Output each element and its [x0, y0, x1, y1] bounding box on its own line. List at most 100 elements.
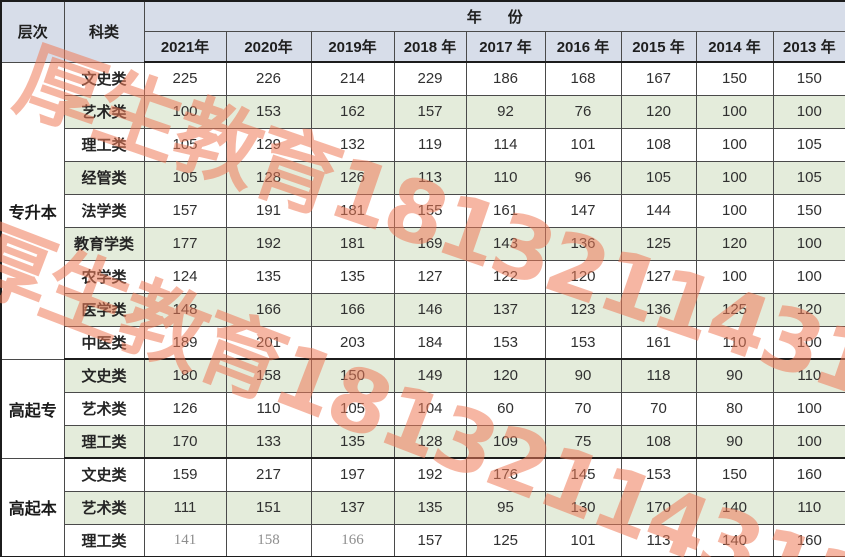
score-cell: 169: [393, 226, 467, 261]
score-cell: 161: [465, 193, 546, 228]
score-cell: 137: [465, 292, 546, 327]
score-cell: 191: [225, 193, 312, 228]
score-cell: 181: [310, 226, 395, 261]
score-cell: 122: [465, 259, 546, 294]
score-cell: 129: [225, 127, 312, 162]
score-cell: 141: [143, 523, 227, 557]
score-cell: 180: [143, 358, 227, 393]
header-category: 科类: [63, 0, 145, 63]
score-cell: 148: [143, 292, 227, 327]
score-cell: 177: [143, 226, 227, 261]
score-cell: 80: [695, 391, 774, 426]
score-cell: 101: [544, 523, 622, 557]
score-cell: 108: [620, 424, 697, 459]
score-cell: 153: [544, 325, 622, 360]
category-cell: 艺术类: [63, 490, 145, 525]
table-row: 高起专 文史类 180 158 150 149 120 90 118 90 110: [0, 358, 845, 459]
score-cell: 157: [393, 94, 467, 129]
score-cell: 176: [465, 457, 546, 492]
score-cell: 110: [772, 358, 845, 393]
score-cell: 104: [393, 391, 467, 426]
score-cell: 75: [544, 424, 622, 459]
score-cell: 60: [465, 391, 546, 426]
score-cell: 155: [393, 193, 467, 228]
score-cell: 143: [465, 226, 546, 261]
score-cell: 120: [695, 226, 774, 261]
table-row: 专升本 文史类 225 226 214 229 186 168 167 150 150: [0, 61, 845, 360]
score-cell: 105: [143, 127, 227, 162]
score-cell: 226: [225, 61, 312, 96]
table-row: 农学类 124 135 135 127 122 120 127 100 100: [1, 259, 845, 294]
score-cell: 135: [225, 259, 312, 294]
score-cell: 90: [695, 358, 774, 393]
header-year: 2015 年: [620, 30, 697, 63]
level-cell: 专升本: [0, 61, 65, 360]
score-cell: 126: [143, 391, 227, 426]
score-cell: 153: [225, 94, 312, 129]
score-cell: 184: [393, 325, 467, 360]
score-cell: 136: [620, 292, 697, 327]
table-row: 艺术类 111 151 137 135 95 130 170 140 110: [1, 490, 845, 525]
table-row: 艺术类 126 110 105 104 60 70 70 80 100: [1, 391, 845, 426]
score-cell: 135: [310, 259, 395, 294]
score-cell: 110: [225, 391, 312, 426]
score-cell: 111: [143, 490, 227, 525]
table-row: 中医类 189 201 203 184 153 153 161 110 100: [1, 325, 845, 360]
header-year: 2020年: [225, 30, 312, 63]
table-body: 专升本 文史类 225 226 214 229 186 168 167 150 150 艺术类 100 1…: [0, 61, 845, 557]
score-cell: 120: [620, 94, 697, 129]
score-cell: 150: [772, 61, 845, 96]
score-cell: 110: [772, 490, 845, 525]
table-row: 艺术类 100 153 162 157 92 76 120 100 100: [1, 94, 845, 129]
score-cell: 153: [465, 325, 546, 360]
score-cell: 136: [544, 226, 622, 261]
score-cell: 100: [772, 424, 845, 459]
score-cell: 214: [310, 61, 395, 96]
score-cell: 149: [393, 358, 467, 393]
score-cell: 120: [772, 292, 845, 327]
score-cell: 189: [143, 325, 227, 360]
score-cell: 158: [225, 523, 312, 557]
category-cell: 文史类: [63, 61, 145, 96]
score-cell: 114: [465, 127, 546, 162]
score-cell: 166: [225, 292, 312, 327]
score-cell: 125: [695, 292, 774, 327]
header-year: 2018 年: [393, 30, 467, 63]
score-cell: 150: [310, 358, 395, 393]
score-cell: 100: [695, 259, 774, 294]
score-cell: 105: [620, 160, 697, 195]
score-cell: 128: [393, 424, 467, 459]
score-cell: 70: [544, 391, 622, 426]
score-cell: 186: [465, 61, 546, 96]
header-year: 2016 年: [544, 30, 622, 63]
score-cell: 135: [310, 424, 395, 459]
score-cell: 118: [620, 358, 697, 393]
score-cell: 217: [225, 457, 312, 492]
score-cell: 123: [544, 292, 622, 327]
score-cell: 144: [620, 193, 697, 228]
score-cell: 101: [544, 127, 622, 162]
score-cell: 90: [695, 424, 774, 459]
category-cell: 农学类: [63, 259, 145, 294]
category-cell: 理工类: [63, 523, 145, 557]
score-cell: 160: [772, 457, 845, 492]
score-cell: 105: [310, 391, 395, 426]
score-cell: 125: [465, 523, 546, 557]
score-cell: 76: [544, 94, 622, 129]
score-cell: 151: [225, 490, 312, 525]
category-cell: 教育学类: [63, 226, 145, 261]
score-cell: 132: [310, 127, 395, 162]
score-cell: 166: [310, 292, 395, 327]
table-row: 高起本 文史类 159 217 197 192 176 145 153 150 160: [0, 457, 845, 557]
score-cell: 150: [695, 457, 774, 492]
score-cell: 203: [310, 325, 395, 360]
score-cell: 150: [772, 193, 845, 228]
score-cell: 127: [393, 259, 467, 294]
score-cell: 229: [393, 61, 467, 96]
score-cell: 113: [393, 160, 467, 195]
score-cell: 181: [310, 193, 395, 228]
score-cell: 100: [772, 391, 845, 426]
score-cell: 159: [143, 457, 227, 492]
score-cell: 100: [772, 226, 845, 261]
